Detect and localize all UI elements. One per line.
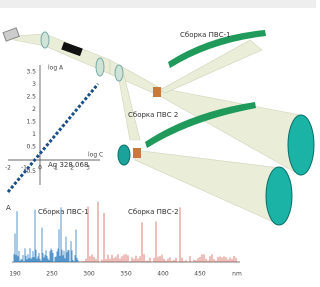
assembly-2-label: Сборка ПВС 2 — [128, 111, 178, 119]
top-bar — [0, 0, 316, 8]
assembly-1-label: Сборка ПВС-1 — [180, 31, 231, 39]
calib-x-tick: -2 — [5, 165, 11, 172]
spectrum-x-tick: 350 — [120, 271, 132, 278]
spectrum-x-tick: 400 — [157, 271, 169, 278]
spectrum-x-tick: 450 — [194, 271, 206, 278]
spectrum-x-tick: 300 — [83, 271, 95, 278]
calib-y-tick: 3 — [32, 81, 36, 88]
diagram: Сборка ПВС-1 Сборка ПВС 2 log A log C Ag… — [0, 0, 316, 287]
calib-y-tick: 3.5 — [26, 69, 36, 76]
calib-y-label: log A — [48, 65, 64, 72]
calib-y-tick: 2 — [32, 106, 36, 113]
spectrum-label-1: Сборка ПВС-1 — [38, 208, 89, 216]
spectrum-x-tick: 250 — [46, 271, 58, 278]
calib-x-tick: 3 — [86, 165, 90, 172]
spectrum-x-tick: 190 — [9, 271, 21, 278]
spectrum-x-tick: nm — [232, 271, 242, 278]
calib-x-tick: 0 — [38, 165, 42, 172]
calib-x-tick: -1 — [21, 165, 27, 172]
calib-x-label: log C — [88, 152, 103, 159]
spectrum-y-label: A — [6, 204, 11, 212]
spectrum-label-2: Сборка ПВС-2 — [128, 208, 179, 216]
calib-y-tick: 0.5 — [26, 144, 36, 151]
calib-x-tick: 1 — [54, 165, 58, 172]
calib-y-tick: 1.5 — [26, 119, 36, 126]
calib-y-tick: 1 — [32, 131, 36, 138]
calib-x-tick: 2 — [70, 165, 74, 172]
calib-y-tick: 2.5 — [26, 94, 36, 101]
